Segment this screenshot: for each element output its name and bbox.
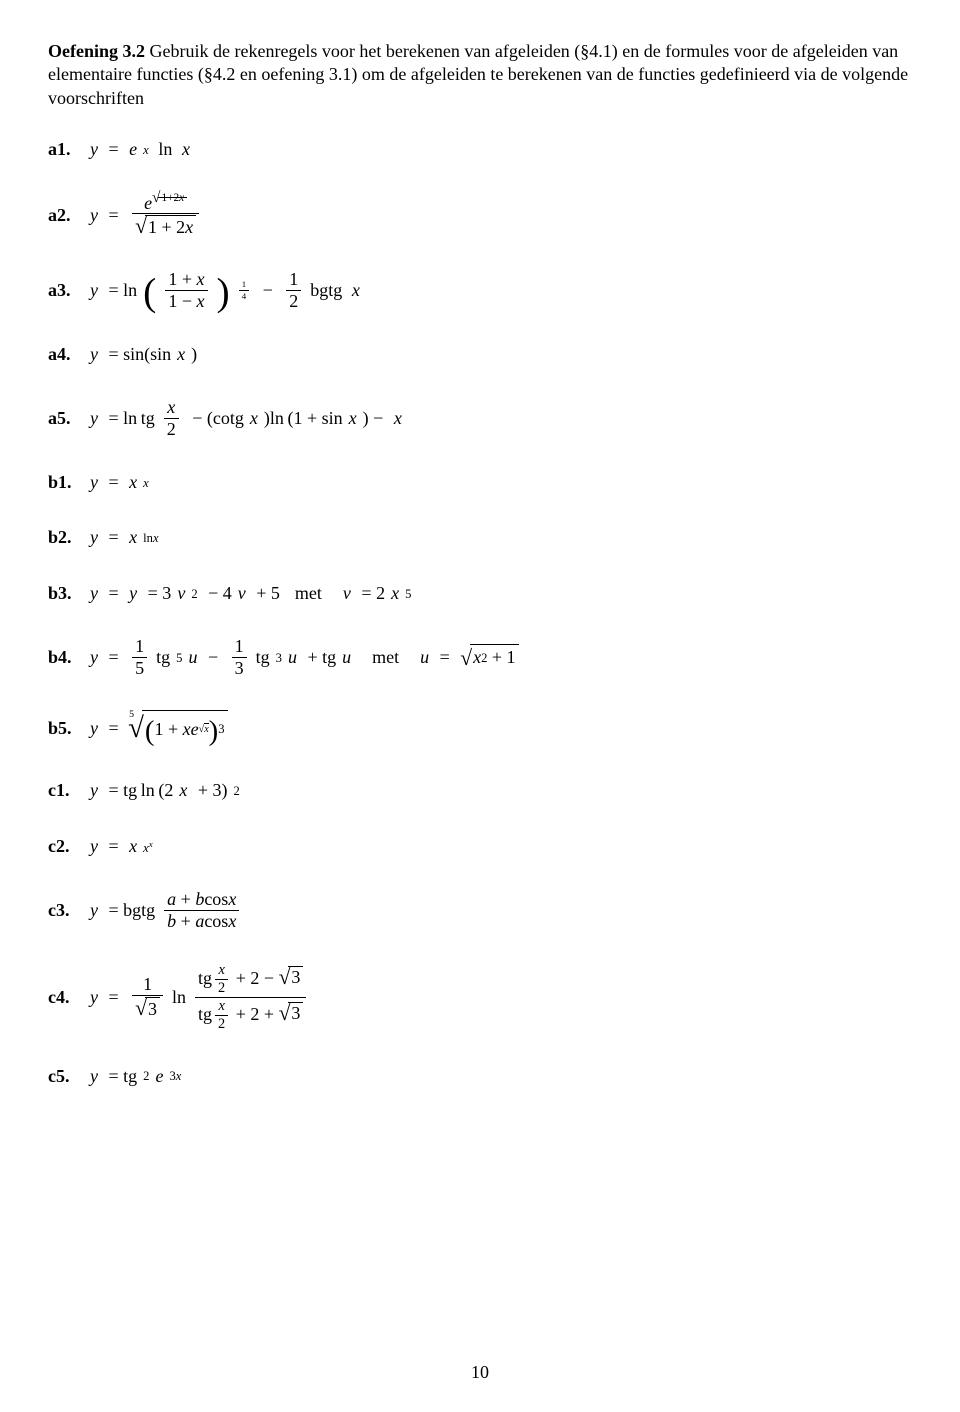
item-a5: a5. y = ln tg x2 − (cotgx)ln (1 + sinx) …: [48, 398, 912, 439]
eq-b1: y = xx: [90, 471, 149, 494]
item-c2: c2. y = xxx: [48, 835, 912, 858]
label-a5: a5.: [48, 407, 76, 430]
item-b3: b3. y = y = 3v2 − 4v + 5 met v = 2x5: [48, 582, 912, 605]
eq-b5: y = 5√ (1 + xe√x)3: [90, 710, 228, 747]
aux-b4: met: [372, 646, 399, 669]
label-a4: a4.: [48, 343, 76, 366]
item-c4: c4. y = 1 √3 ln tgx2 + 2 − √3 tgx2 + 2 +…: [48, 963, 912, 1033]
item-b1: b1. y = xx: [48, 471, 912, 494]
eq-a3: y = ln ( 1 + x 1 − x )14 − 12 bgtg x: [90, 270, 360, 311]
eq-a5: y = ln tg x2 − (cotgx)ln (1 + sinx) − x: [90, 398, 402, 439]
label-b4: b4.: [48, 646, 76, 669]
label-a2: a2.: [48, 204, 76, 227]
aux-b3: met: [295, 582, 322, 605]
label-a3: a3.: [48, 279, 76, 302]
label-c3: c3.: [48, 899, 76, 922]
item-b5: b5. y = 5√ (1 + xe√x)3: [48, 710, 912, 747]
exercise-text: Gebruik de rekenregels voor het berekene…: [48, 41, 908, 108]
eq-c3: y = bgtg a + bcosx b + acosx: [90, 890, 242, 931]
eq-a4: y = sin(sinx): [90, 343, 197, 366]
page-number: 10: [471, 1361, 489, 1384]
label-c5: c5.: [48, 1065, 76, 1088]
eq-b2: y = xlnx: [90, 526, 159, 549]
item-c3: c3. y = bgtg a + bcosx b + acosx: [48, 890, 912, 931]
label-a1: a1.: [48, 138, 76, 161]
label-b3: b3.: [48, 582, 76, 605]
label-b5: b5.: [48, 717, 76, 740]
item-a4: a4. y = sin(sinx): [48, 343, 912, 366]
label-c1: c1.: [48, 779, 76, 802]
label-b2: b2.: [48, 526, 76, 549]
item-a3: a3. y = ln ( 1 + x 1 − x )14 − 12 bgtg x: [48, 270, 912, 311]
label-c2: c2.: [48, 835, 76, 858]
eq-c2: y = xxx: [90, 835, 153, 858]
item-b4: b4. y = 15 tg5u − 13 tg3u + tgu met u = …: [48, 637, 912, 678]
label-c4: c4.: [48, 986, 76, 1009]
item-a1: a1. y = ex ln x: [48, 138, 912, 161]
item-c1: c1. y = tg ln (2x + 3)2: [48, 779, 912, 802]
eq-a1: y = ex ln x: [90, 138, 190, 161]
exercise-intro: Oefening 3.2 Gebruik de rekenregels voor…: [48, 40, 912, 110]
item-c5: c5. y = tg2e3x: [48, 1065, 912, 1088]
eq-c1: y = tg ln (2x + 3)2: [90, 779, 240, 802]
eq-c5: y = tg2e3x: [90, 1065, 181, 1088]
item-a2: a2. y = e√1+2x √1 + 2x: [48, 194, 912, 239]
eq-b3: y = y = 3v2 − 4v + 5 met v = 2x5: [90, 582, 411, 605]
eq-b4: y = 15 tg5u − 13 tg3u + tgu met u = √x2 …: [90, 637, 519, 678]
label-b1: b1.: [48, 471, 76, 494]
eq-c4: y = 1 √3 ln tgx2 + 2 − √3 tgx2 + 2 + √3: [90, 963, 309, 1033]
item-b2: b2. y = xlnx: [48, 526, 912, 549]
exercise-title: Oefening 3.2: [48, 41, 145, 61]
eq-a2: y = e√1+2x √1 + 2x: [90, 194, 202, 239]
